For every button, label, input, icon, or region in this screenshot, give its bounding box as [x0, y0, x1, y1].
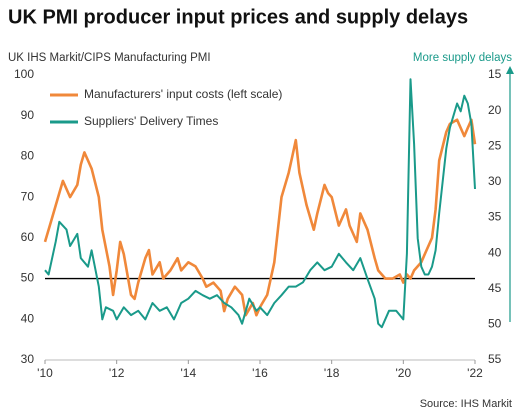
x-tick-label: '18 — [324, 366, 340, 380]
source: Source: IHS Markit — [420, 398, 512, 410]
x-tick-label: '14 — [181, 366, 197, 380]
y-tick-label: 30 — [21, 352, 35, 366]
chart-title: UK PMI producer input prices and supply … — [8, 6, 468, 28]
x-tick-label: '22 — [467, 366, 483, 380]
y2-tick-label: 30 — [488, 174, 502, 188]
x-tick-label: '20 — [396, 366, 412, 380]
x-tick-label: '10 — [37, 366, 53, 380]
y2-axis-label: More supply delays — [413, 52, 512, 64]
y-tick-label: 80 — [21, 149, 35, 163]
x-tick-label: '12 — [109, 366, 125, 380]
y-axis-label: UK IHS Markit/CIPS Manufacturing PMI — [8, 52, 211, 64]
y2-tick-label: 45 — [488, 281, 502, 295]
y-tick-label: 50 — [21, 271, 35, 285]
y2-tick-label: 35 — [488, 210, 502, 224]
legend-label: Suppliers' Delivery Times — [84, 114, 218, 128]
y2-tick-label: 40 — [488, 245, 502, 259]
x-tick-label: '16 — [252, 366, 268, 380]
y-tick-label: 90 — [21, 108, 35, 122]
arrow-head — [506, 66, 514, 74]
y2-tick-label: 25 — [488, 138, 502, 152]
y-tick-label: 70 — [21, 189, 35, 203]
y2-tick-label: 15 — [488, 67, 502, 81]
y-tick-label: 100 — [14, 67, 34, 81]
legend-label: Manufacturers' input costs (left scale) — [84, 87, 282, 101]
y2-tick-label: 20 — [488, 103, 502, 117]
data-line — [44, 78, 476, 329]
y-tick-label: 60 — [21, 230, 35, 244]
y2-tick-label: 55 — [488, 352, 502, 366]
y-tick-label: 40 — [21, 311, 35, 325]
data-line — [43, 118, 477, 317]
y2-tick-label: 50 — [488, 317, 502, 331]
